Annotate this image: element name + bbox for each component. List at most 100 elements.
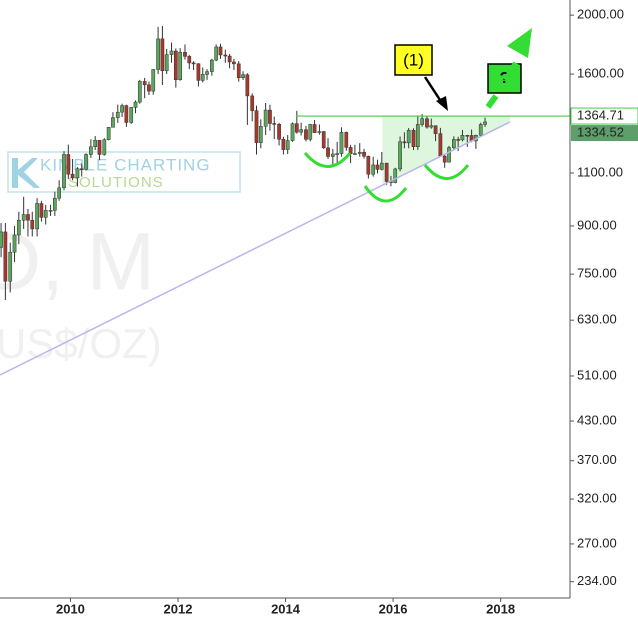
candle-body xyxy=(308,124,313,140)
x-tick-label: 2010 xyxy=(56,601,85,616)
projection-arrow xyxy=(503,61,519,82)
candle-body xyxy=(353,153,357,155)
candle-body xyxy=(205,71,209,75)
x-tick-label: 2014 xyxy=(271,601,301,616)
candle-body xyxy=(371,164,376,175)
candle-body xyxy=(304,129,308,140)
candle-body xyxy=(272,123,277,125)
shoulder-curve xyxy=(303,152,352,168)
candle-body xyxy=(241,74,245,78)
candle-body xyxy=(93,140,98,147)
candle-body xyxy=(465,135,470,137)
projection-arrow xyxy=(485,94,499,109)
last-price-label: 1334.52 xyxy=(577,125,624,140)
y-tick-label: 270.00 xyxy=(577,535,617,550)
resistance-tag-label: 1364.71 xyxy=(577,108,624,123)
candle-body xyxy=(200,74,205,81)
y-tick-label: 1100.00 xyxy=(577,164,623,179)
candle-body xyxy=(79,168,84,170)
candle-body xyxy=(178,51,182,80)
candle-body xyxy=(191,62,196,65)
candle-body xyxy=(420,118,424,125)
candle-body xyxy=(425,118,429,128)
candle-body xyxy=(133,101,138,108)
candle-body xyxy=(62,154,66,189)
plot-area xyxy=(0,25,638,376)
logo-line2: SOLUTIONS xyxy=(68,174,164,191)
candle-body xyxy=(57,187,62,199)
candle-body xyxy=(173,50,178,80)
candle-body xyxy=(70,173,75,179)
candle-body xyxy=(232,61,236,65)
candle-body xyxy=(312,124,317,133)
candle-body xyxy=(299,129,303,133)
candle-body xyxy=(30,219,35,230)
candle-body xyxy=(48,210,53,212)
marker-box xyxy=(394,44,433,76)
logo-icon xyxy=(12,158,40,188)
candle-body xyxy=(21,214,26,221)
candle-body xyxy=(187,56,192,64)
candle-body xyxy=(478,124,483,136)
candle-body xyxy=(26,214,30,221)
candle-body xyxy=(339,132,344,154)
x-tick-label: 2012 xyxy=(164,601,193,616)
candle-body xyxy=(415,124,420,147)
candle-body xyxy=(84,154,88,170)
y-tick-label: 750.00 xyxy=(577,266,617,281)
symbol-watermark: D, M xyxy=(0,217,155,308)
candle-body xyxy=(250,95,255,111)
candle-body xyxy=(223,54,228,57)
candle-body xyxy=(183,51,187,57)
decorations: (1) ? xyxy=(303,28,532,203)
candle-body xyxy=(196,63,201,81)
y-tick-label: 430.00 xyxy=(577,412,617,427)
candle-body xyxy=(258,126,263,143)
last-price-tag xyxy=(571,125,638,142)
marker-arrow-head xyxy=(436,96,448,111)
logo-box xyxy=(7,151,241,193)
candle-body xyxy=(52,197,57,211)
candle-body xyxy=(129,107,134,123)
candle-body xyxy=(326,147,330,157)
candle-body xyxy=(214,46,219,61)
candle-body xyxy=(16,219,21,236)
candle-body xyxy=(290,123,295,141)
candle-body xyxy=(254,110,259,143)
candle-body xyxy=(35,203,39,230)
candle-body xyxy=(102,139,107,155)
shoulder-curve xyxy=(423,164,470,180)
candle-body xyxy=(268,109,272,124)
candle-body xyxy=(164,54,169,72)
candle-body xyxy=(433,125,438,134)
candle-body xyxy=(277,124,281,140)
candle-body xyxy=(0,231,3,248)
candle-body xyxy=(447,147,451,163)
resistance-tag xyxy=(570,107,638,125)
candle-body xyxy=(263,109,268,127)
candle-body xyxy=(429,125,434,128)
candle-body xyxy=(142,81,147,86)
candle-body xyxy=(456,139,461,141)
candle-body xyxy=(227,55,232,63)
candle-body xyxy=(393,168,398,183)
candle-body xyxy=(375,164,380,170)
candle-body xyxy=(210,59,214,72)
candle-body xyxy=(3,231,8,282)
candle-body xyxy=(460,135,465,141)
candle-body xyxy=(335,153,340,155)
y-tick-label: 2000.00 xyxy=(577,7,624,22)
marker-label: (1) xyxy=(403,50,424,69)
y-tick-label: 320.00 xyxy=(577,490,617,505)
candle-body xyxy=(398,141,402,170)
candle-body xyxy=(39,203,44,218)
x-tick-label: 2018 xyxy=(486,601,515,616)
candle-body xyxy=(331,153,335,157)
candle-body xyxy=(406,130,411,144)
candle-body xyxy=(89,146,93,155)
candle-body xyxy=(106,127,111,140)
y-tick-label: 234.00 xyxy=(577,573,617,588)
candle-body xyxy=(115,111,120,118)
candle-body xyxy=(147,84,151,92)
